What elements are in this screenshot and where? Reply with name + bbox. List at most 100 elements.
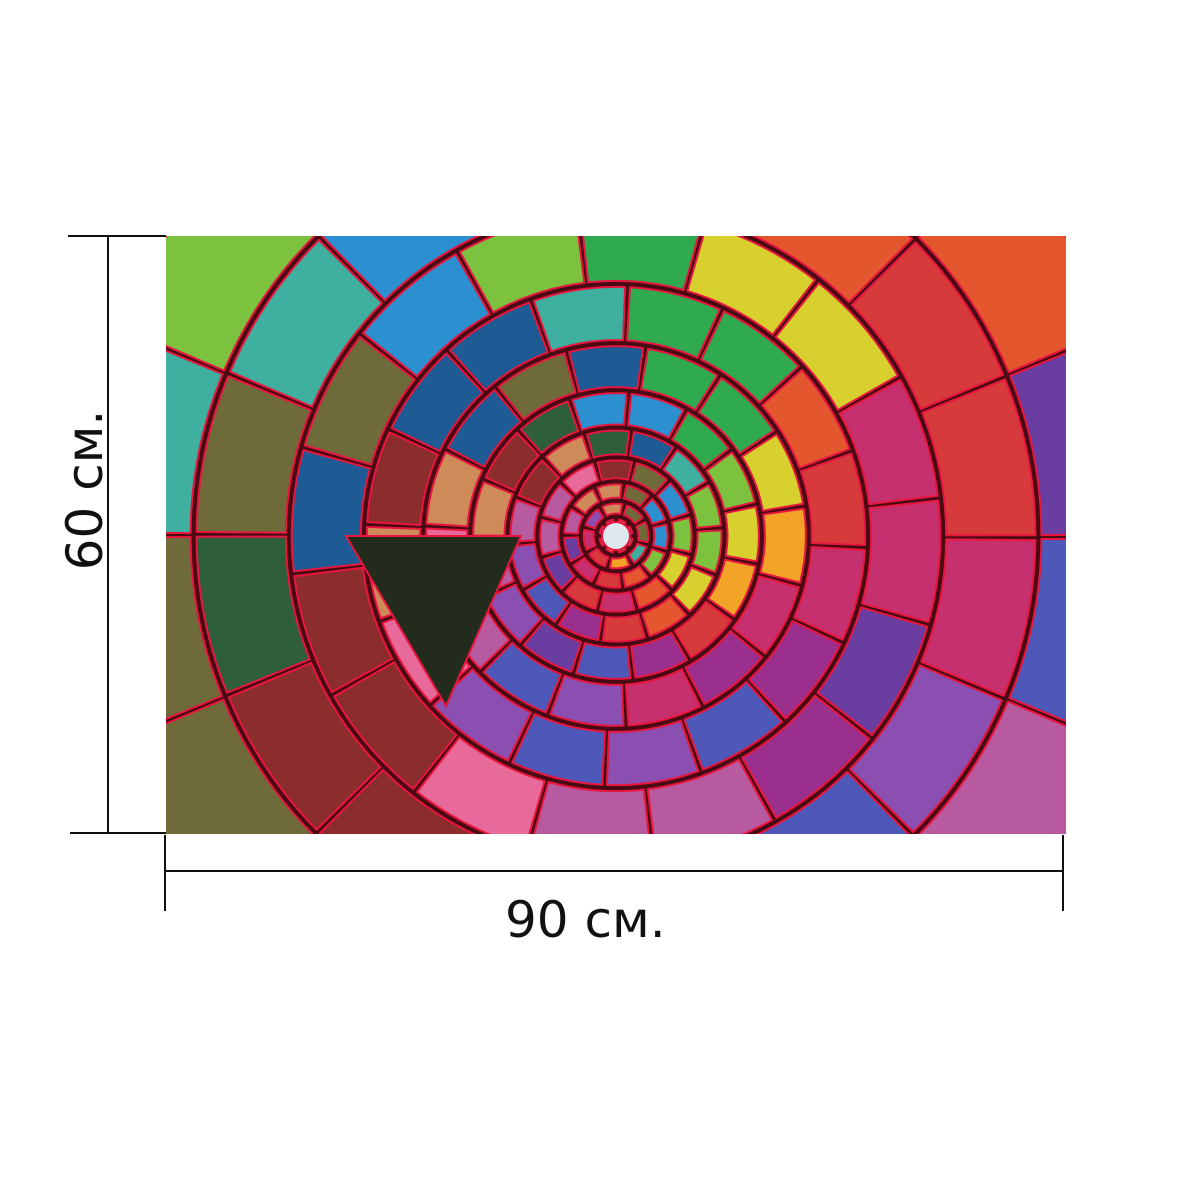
mosaic-tile xyxy=(622,504,644,525)
mosaic-tile xyxy=(227,661,382,831)
mosaic-tile xyxy=(755,770,910,834)
mosaic-tile xyxy=(484,431,540,492)
mosaic-tile xyxy=(740,433,805,512)
mosaic-tile xyxy=(432,668,533,762)
mosaic-tile xyxy=(625,286,721,359)
mosaic-tile xyxy=(563,536,584,563)
mosaic-tile xyxy=(627,392,685,439)
mosaic-tile xyxy=(568,345,645,393)
mosaic-tile xyxy=(601,502,624,517)
mosaic-tile xyxy=(575,642,632,680)
mosaic-tile xyxy=(1008,537,1066,723)
mosaic-tile xyxy=(621,565,649,588)
mosaic-tile xyxy=(166,535,223,720)
mosaic-tile xyxy=(751,236,914,304)
mosaic-tile xyxy=(838,378,939,506)
mosaic-tile xyxy=(584,508,605,530)
mosaic-tile xyxy=(646,758,774,834)
height-label: 60 см. xyxy=(56,409,114,571)
mosaic-tile xyxy=(641,498,667,525)
mosaic-tile xyxy=(522,620,583,673)
mosaic-tile xyxy=(472,480,514,537)
mosaic-tile xyxy=(544,435,591,476)
mosaic-tile xyxy=(731,575,800,655)
mosaic-stained-glass-artwork xyxy=(166,236,1066,834)
mosaic-tile xyxy=(1009,352,1066,537)
mosaic-dark-wedge xyxy=(344,535,523,709)
mosaic-tile xyxy=(588,547,610,568)
mosaic-tile xyxy=(564,577,602,610)
mosaic-tile xyxy=(691,529,723,574)
mosaic-tile xyxy=(303,336,416,466)
mosaic-tile xyxy=(390,352,484,453)
mosaic-tile xyxy=(624,668,702,727)
mosaic-tile xyxy=(850,241,1005,411)
height-top-tick xyxy=(68,235,166,237)
mosaic-tile xyxy=(761,369,851,469)
mosaic-tile xyxy=(741,694,870,819)
mosaic-tile xyxy=(549,674,625,727)
mosaic-tile xyxy=(525,577,570,623)
mosaic-tile xyxy=(293,566,394,694)
mosaic-tile xyxy=(724,505,760,563)
mosaic-tile xyxy=(673,600,733,659)
mosaic-tile xyxy=(582,236,700,291)
height-bottom-tick xyxy=(70,832,166,834)
height-dimension-line xyxy=(107,236,109,834)
mosaic-tile xyxy=(759,507,807,584)
mosaic-tile xyxy=(586,429,631,459)
mosaic-tile xyxy=(166,236,316,372)
width-right-tick xyxy=(1062,835,1064,911)
mosaic-tile xyxy=(482,641,562,714)
mosaic-tile xyxy=(683,681,783,771)
mosaic-tile xyxy=(458,236,586,314)
mosaic-tile xyxy=(748,619,842,720)
mosaic-tile xyxy=(707,558,757,618)
mosaic-tile xyxy=(596,483,623,502)
mosaic-tile xyxy=(656,482,690,520)
mosaic-tile xyxy=(848,664,1003,834)
mosaic-tile xyxy=(699,310,800,404)
mosaic-tile xyxy=(627,542,648,564)
mosaic-tile xyxy=(195,375,312,534)
mosaic-tile xyxy=(446,389,522,468)
mosaic-tile xyxy=(166,349,224,535)
mosaic-tile xyxy=(449,301,549,391)
mosaic-tile xyxy=(557,603,604,641)
mosaic-tile xyxy=(635,521,650,544)
mosaic-tile xyxy=(519,400,580,454)
mosaic-tile xyxy=(917,236,1066,374)
mosaic-tile xyxy=(630,462,668,495)
mosaic-tile xyxy=(632,576,670,610)
mosaic-tile xyxy=(366,431,439,527)
mosaic-tile xyxy=(416,736,546,834)
mosaic-tile xyxy=(318,768,477,834)
mosaic-tile xyxy=(542,552,576,590)
mosaic-tile xyxy=(571,392,628,431)
mosaic-tile xyxy=(497,352,577,421)
mosaic-tile xyxy=(511,713,607,786)
mosaic-tile xyxy=(166,698,314,834)
mosaic-tile xyxy=(362,253,491,378)
mosaic-tile xyxy=(425,451,484,528)
mosaic-tile xyxy=(793,545,866,641)
mosaic-tile xyxy=(657,550,690,588)
mosaic-tiles xyxy=(166,236,1066,834)
mosaic-tile xyxy=(918,700,1066,834)
mosaic-tile xyxy=(195,535,311,694)
mosaic-tile xyxy=(640,347,719,412)
mosaic-tile xyxy=(517,459,560,506)
mosaic-tile xyxy=(672,566,715,613)
mosaic-tile xyxy=(799,452,867,547)
mosaic-tile xyxy=(595,570,622,589)
mosaic-tile xyxy=(608,555,631,570)
mosaic-tile xyxy=(921,378,1037,537)
mosaic-tile xyxy=(705,451,756,511)
mosaic-tile xyxy=(333,661,458,790)
mosaic-tile xyxy=(622,484,650,508)
mosaic-tile xyxy=(596,459,633,482)
mosaic-tile xyxy=(532,285,627,353)
mosaic-tile xyxy=(816,606,929,736)
mosaic-tile xyxy=(670,516,693,553)
width-dimension-line xyxy=(166,870,1063,872)
